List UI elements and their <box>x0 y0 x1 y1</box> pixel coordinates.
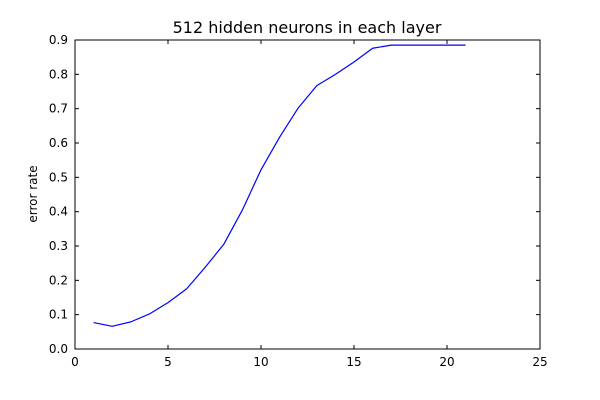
y-tick-label-3: 0.3 <box>49 239 68 253</box>
x-tick-label-5: 25 <box>532 355 547 369</box>
plot-area: 0 5 10 15 20 25 0.0 0.1 0.2 0.3 0.4 0.5 0.6 0.7 0.8 0.9 <box>49 33 548 369</box>
y-tick-label-5: 0.5 <box>49 170 68 184</box>
y-tick-label-0: 0.0 <box>49 342 68 356</box>
y-tick-label-7: 0.7 <box>49 102 68 116</box>
y-tick-label-1: 0.1 <box>49 308 68 322</box>
y-tick-label-2: 0.2 <box>49 273 68 287</box>
y-tick-label-4: 0.4 <box>49 205 68 219</box>
x-tick-label-3: 15 <box>346 355 361 369</box>
x-tick-label-2: 10 <box>253 355 268 369</box>
axes-frame <box>74 39 541 350</box>
y-tick-label-6: 0.6 <box>49 136 68 150</box>
y-tick-label-8: 0.8 <box>49 67 68 81</box>
y-axis-label: error rate <box>26 165 40 222</box>
y-tick-label-9: 0.9 <box>49 33 68 47</box>
series-line-0 <box>93 44 466 327</box>
x-tick-label-1: 5 <box>164 355 172 369</box>
chart-title: 512 hidden neurons in each layer <box>173 18 442 37</box>
x-tick-label-4: 20 <box>439 355 454 369</box>
x-tick-label-0: 0 <box>71 355 79 369</box>
